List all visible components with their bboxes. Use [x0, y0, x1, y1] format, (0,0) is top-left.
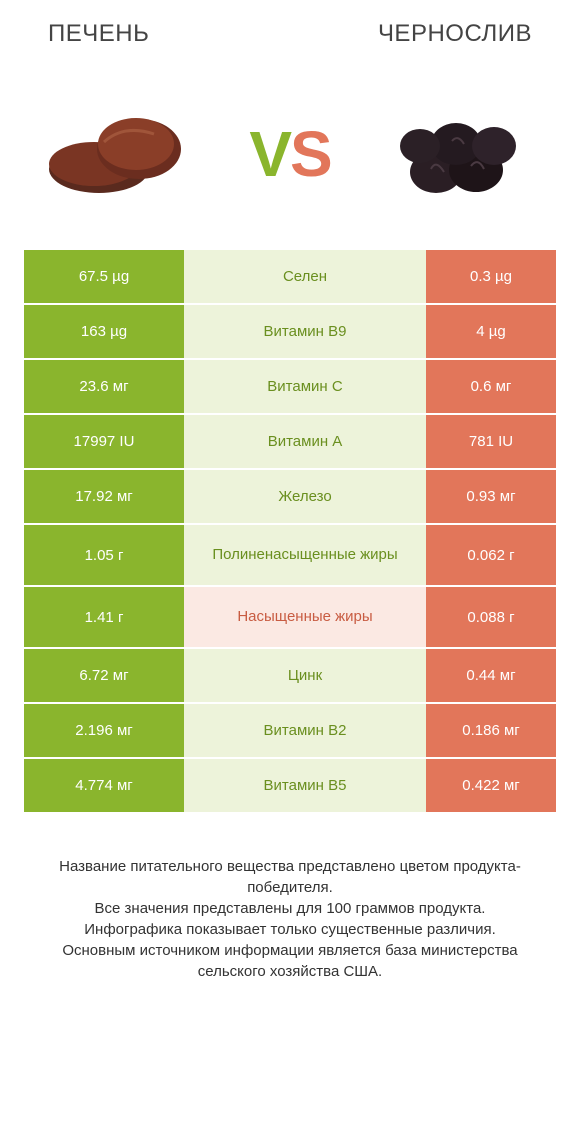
left-value-cell: 6.72 мг: [24, 649, 184, 702]
liver-illustration: [44, 94, 204, 214]
footnote-line: Все значения представлены для 100 граммо…: [95, 900, 486, 917]
footnote-line: Инфографика показывает только существенн…: [84, 921, 496, 938]
left-product-title: ПЕЧЕНЬ: [48, 20, 149, 48]
table-row: 23.6 мгВитамин C0.6 мг: [24, 360, 556, 413]
table-row: 1.05 гПолиненасыщенные жиры0.062 г: [24, 525, 556, 585]
left-value-cell: 23.6 мг: [24, 360, 184, 413]
table-row: 17.92 мгЖелезо0.93 мг: [24, 470, 556, 523]
vs-v: V: [249, 118, 290, 190]
footnote-line: Основным источником информации является …: [62, 942, 517, 980]
table-row: 17997 IUВитамин A781 IU: [24, 415, 556, 468]
nutrient-label-cell: Насыщенные жиры: [184, 587, 426, 647]
left-value-cell: 1.05 г: [24, 525, 184, 585]
nutrient-label-cell: Витамин A: [184, 415, 426, 468]
nutrient-label-cell: Витамин B9: [184, 305, 426, 358]
right-value-cell: 0.186 мг: [426, 704, 556, 757]
right-value-cell: 0.422 мг: [426, 759, 556, 812]
right-product-title: ЧЕРНОСЛИВ: [378, 20, 532, 48]
nutrient-label-cell: Цинк: [184, 649, 426, 702]
right-value-cell: 781 IU: [426, 415, 556, 468]
vs-label: VS: [249, 122, 330, 186]
table-row: 163 µgВитамин B94 µg: [24, 305, 556, 358]
header-titles: ПЕЧЕНЬ ЧЕРНОСЛИВ: [24, 20, 556, 64]
table-row: 1.41 гНасыщенные жиры0.088 г: [24, 587, 556, 647]
table-row: 6.72 мгЦинк0.44 мг: [24, 649, 556, 702]
right-value-cell: 4 µg: [426, 305, 556, 358]
footnote-line: Название питательного вещества представл…: [59, 858, 521, 896]
nutrient-label-cell: Селен: [184, 250, 426, 303]
right-value-cell: 0.6 мг: [426, 360, 556, 413]
left-value-cell: 17.92 мг: [24, 470, 184, 523]
comparison-table: 67.5 µgСелен0.3 µg163 µgВитамин B94 µg23…: [24, 250, 556, 812]
table-row: 2.196 мгВитамин B20.186 мг: [24, 704, 556, 757]
left-value-cell: 163 µg: [24, 305, 184, 358]
hero-row: VS: [24, 64, 556, 250]
table-row: 4.774 мгВитамин B50.422 мг: [24, 759, 556, 812]
nutrient-label-cell: Витамин B5: [184, 759, 426, 812]
table-row: 67.5 µgСелен0.3 µg: [24, 250, 556, 303]
left-value-cell: 17997 IU: [24, 415, 184, 468]
right-value-cell: 0.3 µg: [426, 250, 556, 303]
left-value-cell: 1.41 г: [24, 587, 184, 647]
right-value-cell: 0.062 г: [426, 525, 556, 585]
nutrient-label-cell: Железо: [184, 470, 426, 523]
vs-s: S: [290, 118, 331, 190]
nutrient-label-cell: Витамин C: [184, 360, 426, 413]
right-value-cell: 0.088 г: [426, 587, 556, 647]
left-value-cell: 4.774 мг: [24, 759, 184, 812]
left-value-cell: 2.196 мг: [24, 704, 184, 757]
footnote: Название питательного вещества представл…: [24, 856, 556, 982]
nutrient-label-cell: Витамин B2: [184, 704, 426, 757]
prune-illustration: [376, 94, 536, 214]
left-value-cell: 67.5 µg: [24, 250, 184, 303]
right-value-cell: 0.93 мг: [426, 470, 556, 523]
right-value-cell: 0.44 мг: [426, 649, 556, 702]
nutrient-label-cell: Полиненасыщенные жиры: [184, 525, 426, 585]
